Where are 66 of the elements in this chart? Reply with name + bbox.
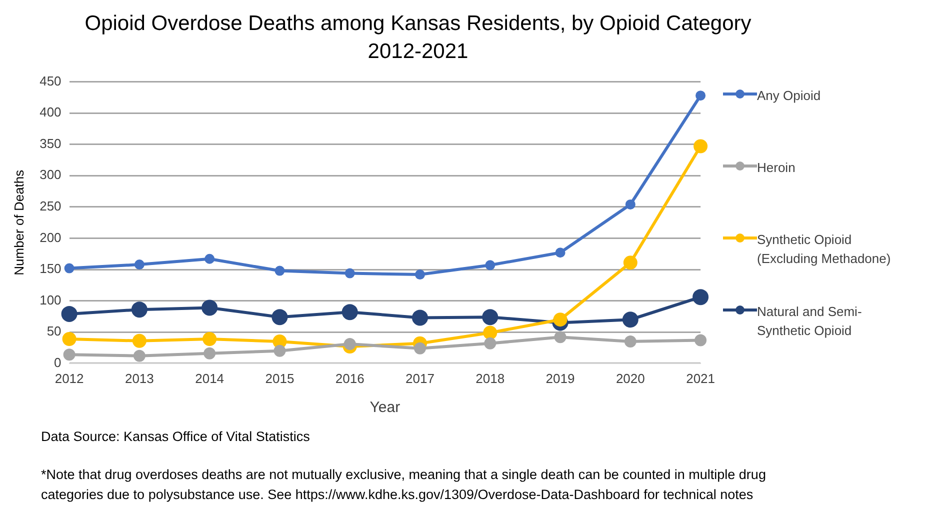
point [204,347,216,360]
point [274,266,285,276]
point [274,344,286,357]
point [62,332,76,346]
point [554,331,566,344]
point [202,300,218,316]
y-tick-label: 150 [40,261,62,276]
y-tick-label: 0 [54,354,62,370]
legend-label: Synthetic Opioid (Excluding Methadone) [757,231,892,268]
y-tick-label: 450 [40,73,62,88]
point [694,139,708,154]
point [204,254,215,264]
point [342,304,358,320]
y-tick-label: 400 [40,104,62,120]
point [624,336,636,348]
legend-label: Heroin [757,159,796,177]
point [623,256,638,270]
y-tick-label: 250 [40,198,62,214]
point [344,338,356,350]
x-tick-label: 2020 [616,370,645,386]
point [272,309,288,326]
point [134,260,144,270]
point [625,199,636,210]
point [202,332,217,346]
source-note: Data Source: Kansas Office of Vital Statistics [41,428,311,446]
x-tick-label: 2017 [406,370,434,386]
point [344,268,355,278]
point [414,342,426,354]
legend-label: Any Opioid [757,87,822,105]
point [414,270,425,280]
x-tick-label: 2021 [686,370,715,386]
point [622,312,638,328]
x-tick-label: 2013 [124,370,154,386]
point [555,248,566,258]
x-tick-label: 2019 [546,370,575,386]
point [484,337,496,350]
point [692,289,709,306]
point [482,309,498,326]
point [485,260,496,270]
point [483,326,498,340]
x-tick-label: 2014 [195,370,224,386]
y-tick-label: 350 [40,136,62,151]
point [64,263,74,274]
point [132,334,146,348]
x-axis-title: Year [370,399,400,416]
x-tick-label: 2015 [265,370,294,386]
point [553,312,568,327]
legend-label: Natural and Semi-Synthetic Opioid [757,303,863,340]
point [696,90,706,101]
x-tick-label: 2012 [54,370,84,386]
point [131,302,148,318]
point [412,310,428,326]
y-tick-label: 100 [40,292,62,308]
point [61,306,78,322]
y-tick-label: 50 [46,324,62,339]
y-axis-title: Number of Deaths [11,169,26,276]
x-tick-label: 2018 [476,370,505,386]
x-tick-label: 2016 [335,370,364,386]
chart-title: Opioid Overdose Deaths among Kansas Residents, by Opioid Category 2012-2021 [84,11,752,65]
text: *Note that drug overdoses deaths are not mutually exclusive, meaning that a single death can be counted in multiple drug categories due to polysubstance use. See https://www.kdhe.ks.gov/1309/Overdose-Data-Dashboard for technical notes [41,466,767,504]
y-tick-label: 300 [40,167,62,182]
point [63,348,76,361]
point [694,334,707,346]
y-tick-label: 200 [40,230,62,245]
point [272,334,287,348]
point [133,350,146,362]
